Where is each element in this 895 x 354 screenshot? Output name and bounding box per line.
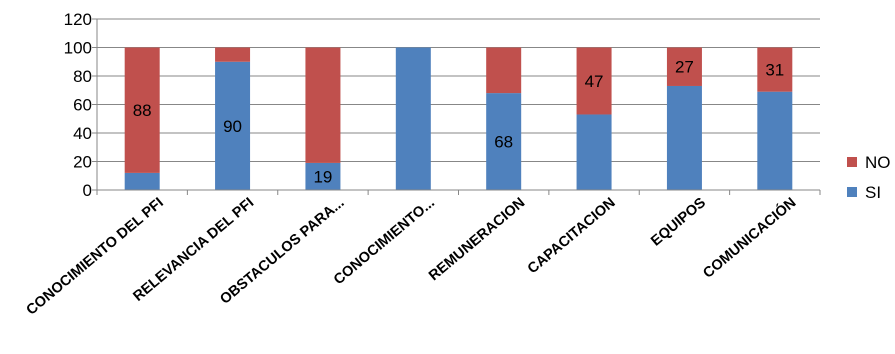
legend-swatch-no [847, 157, 857, 167]
data-label: 47 [585, 72, 604, 91]
bar-si [124, 172, 160, 190]
bar-no [757, 47, 793, 92]
y-tick-label: 40 [73, 124, 92, 143]
bar-si [576, 114, 612, 190]
bar-si [305, 162, 341, 190]
legend: NO SI [847, 153, 891, 202]
bar-si [215, 61, 251, 190]
bar-si [757, 91, 793, 190]
bar-no [666, 47, 702, 86]
y-tick-label: 0 [83, 181, 92, 200]
bar-no [576, 47, 612, 115]
bar-si [666, 85, 702, 190]
bar-si [395, 47, 431, 190]
legend-swatch-si [847, 187, 857, 197]
y-tick-label: 120 [64, 10, 92, 29]
x-category-label: CAPACITACION [525, 195, 619, 277]
y-axis: 0 20 40 60 80 100 120 [64, 10, 98, 200]
data-label: 19 [313, 167, 332, 186]
y-tick-label: 100 [64, 39, 92, 58]
bar-no [215, 47, 251, 62]
y-tick-label: 60 [73, 96, 92, 115]
legend-label: SI [865, 183, 881, 202]
x-category-label: CONOCIMIENTO... [331, 195, 438, 288]
data-label: 68 [494, 133, 513, 152]
data-label: 88 [133, 101, 152, 120]
data-label: 31 [765, 61, 784, 80]
legend-label: NO [865, 153, 891, 172]
data-labels: 88 90 19 68 47 27 31 [133, 58, 785, 187]
bar-no [305, 47, 341, 163]
x-category-label: REMUNERACION [426, 195, 528, 284]
x-category-label: EQUIPOS [648, 195, 709, 250]
x-category-label: COMUNICACIÓN [699, 193, 799, 281]
y-tick-label: 20 [73, 153, 92, 172]
bar-si [486, 93, 522, 190]
data-label: 27 [675, 58, 694, 77]
data-label: 90 [223, 117, 242, 136]
gridlines [97, 18, 820, 162]
bars [124, 47, 793, 190]
bar-no [486, 47, 522, 94]
y-tick-label: 80 [73, 67, 92, 86]
bar-no [124, 47, 160, 173]
